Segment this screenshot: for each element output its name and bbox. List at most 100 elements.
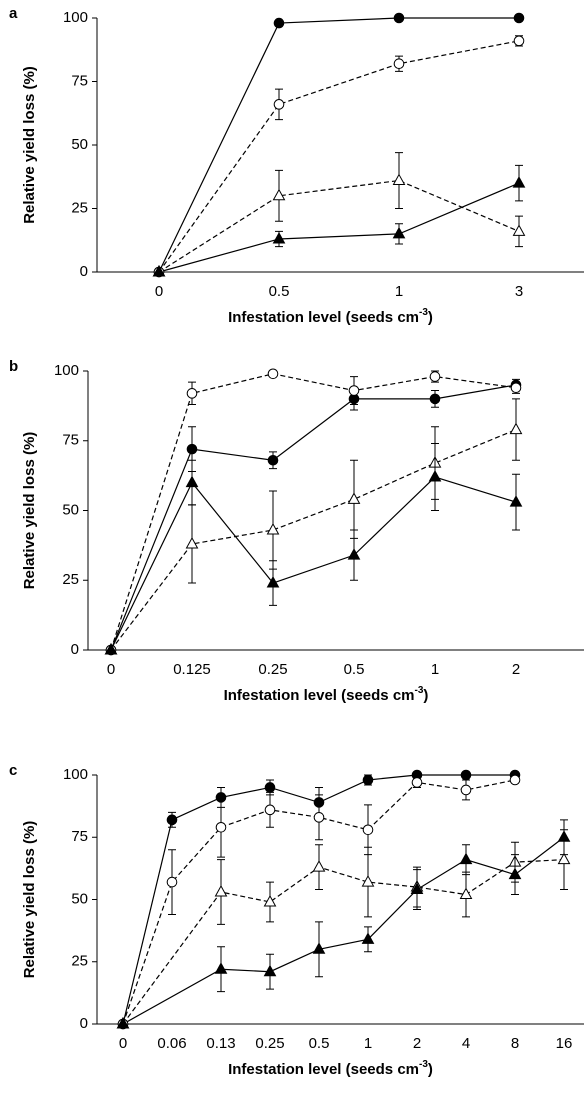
data-point: [185, 536, 199, 549]
x-axis-label: Infestation level (seeds cm-3): [224, 685, 429, 704]
y-tick-label: 75: [71, 828, 88, 845]
x-tick-label: 0.25: [255, 1035, 284, 1052]
data-point: [267, 368, 279, 380]
x-axis-label-end: ): [428, 1061, 433, 1078]
y-axis-label: Relative yield loss (%): [21, 432, 38, 590]
y-tick-label: 25: [62, 571, 79, 588]
series-line: [110, 429, 517, 651]
data-point: [512, 176, 526, 188]
x-tick-label: 0.06: [157, 1035, 186, 1052]
series-line: [110, 384, 517, 651]
data-point: [393, 12, 405, 24]
data-point: [411, 777, 423, 788]
series-line: [110, 373, 517, 651]
x-tick-label: 3: [515, 283, 523, 300]
data-point: [272, 231, 286, 244]
y-tick-label: 0: [71, 641, 79, 658]
data-point: [215, 821, 227, 833]
y-tick-label: 100: [54, 362, 79, 379]
data-point: [393, 58, 405, 70]
y-tick-label: 50: [71, 890, 88, 907]
series-line: [158, 179, 520, 273]
y-tick-label: 25: [71, 953, 88, 970]
data-point: [185, 475, 199, 488]
x-axis-label-sup: -3: [419, 307, 428, 318]
series-line: [158, 17, 519, 273]
data-point: [508, 867, 522, 880]
data-point: [152, 264, 166, 277]
x-tick-label: 8: [511, 1035, 519, 1052]
data-point: [186, 443, 198, 455]
x-axis-label-sup: -3: [415, 685, 424, 696]
x-tick-label: 0.5: [269, 283, 290, 300]
data-point: [263, 964, 277, 977]
data-point: [313, 812, 325, 823]
panel-label: b: [9, 358, 18, 375]
data-point: [116, 1016, 130, 1029]
x-axis-label-end: ): [428, 309, 433, 326]
x-axis-label-text: Infestation level (seeds cm: [224, 687, 415, 704]
data-point: [509, 422, 523, 435]
x-tick-label: 0.13: [206, 1035, 235, 1052]
y-axis-label: Relative yield loss (%): [21, 821, 38, 979]
x-tick-label: 1: [395, 283, 403, 300]
data-point: [513, 12, 525, 24]
series-line: [122, 779, 516, 1025]
x-axis-label-text: Infestation level (seeds cm: [228, 1061, 419, 1078]
x-axis-label-end: ): [423, 687, 428, 704]
data-point: [428, 469, 442, 482]
series-line: [122, 836, 565, 1025]
data-point: [509, 495, 523, 507]
x-tick-label: 0: [107, 661, 115, 678]
data-point: [361, 875, 375, 887]
data-point: [166, 876, 178, 888]
x-axis-label-text: Infestation level (seeds cm: [228, 309, 419, 326]
panel-label: a: [9, 5, 18, 22]
data-point: [348, 385, 360, 396]
x-axis-label-sup: -3: [419, 1059, 428, 1070]
x-tick-label: 2: [413, 1035, 421, 1052]
x-tick-label: 0.5: [344, 661, 365, 678]
data-point: [392, 226, 406, 239]
data-point: [312, 860, 326, 872]
data-point: [104, 642, 118, 655]
x-tick-label: 1: [364, 1035, 372, 1052]
data-point: [273, 17, 285, 29]
y-tick-label: 25: [71, 199, 88, 216]
x-tick-label: 0.5: [309, 1035, 330, 1052]
series-line: [110, 476, 517, 651]
data-point: [266, 576, 280, 588]
x-tick-label: 0: [119, 1035, 127, 1052]
data-point: [362, 774, 374, 786]
data-point: [459, 887, 473, 900]
data-point: [214, 962, 228, 974]
y-tick-label: 0: [80, 1015, 88, 1032]
x-axis-label: Infestation level (seeds cm-3): [228, 307, 433, 326]
data-point: [263, 894, 277, 907]
data-point: [347, 548, 361, 560]
x-tick-label: 0: [155, 283, 163, 300]
y-tick-label: 75: [62, 432, 79, 449]
data-point: [510, 382, 522, 394]
data-point: [264, 804, 276, 816]
y-tick-label: 100: [63, 9, 88, 26]
y-tick-label: 0: [80, 263, 88, 280]
data-point: [166, 814, 178, 826]
y-axis-label: Relative yield loss (%): [21, 66, 38, 224]
series-line: [158, 40, 520, 273]
data-point: [512, 224, 526, 236]
x-tick-label: 16: [556, 1035, 573, 1052]
data-point: [362, 824, 374, 836]
data-point: [460, 769, 472, 781]
data-point: [459, 852, 473, 865]
y-tick-label: 50: [71, 136, 88, 153]
data-point: [266, 522, 280, 535]
y-tick-label: 100: [63, 766, 88, 783]
data-point: [509, 774, 521, 786]
data-point: [557, 830, 571, 842]
x-tick-label: 1: [431, 661, 439, 678]
data-point: [410, 882, 424, 895]
series-line: [158, 182, 520, 273]
data-point: [264, 782, 276, 793]
series-line: [122, 859, 565, 1025]
